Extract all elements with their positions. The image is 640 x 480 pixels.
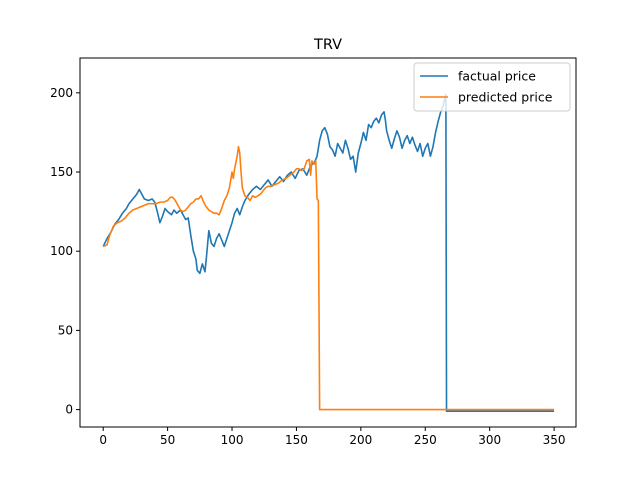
series-line-0 [102,93,555,412]
x-tick-label: 50 [160,433,175,447]
legend-box [413,62,571,112]
x-tick-label: 250 [414,433,437,447]
x-tick-label: 100 [221,433,244,447]
x-tick-label: 200 [349,433,372,447]
y-tick-label: 100 [50,244,73,258]
plot-frame [79,57,577,428]
series-lines [102,93,555,412]
legend-label-0: factual price [458,69,536,84]
x-tick-label: 150 [285,433,308,447]
y-tick-label: 150 [50,165,73,179]
x-tick-label: 350 [543,433,566,447]
x-tick-label: 300 [478,433,501,447]
y-tick-label: 50 [58,323,73,337]
chart-title: TRV [313,37,342,53]
series-line-1 [102,145,555,411]
y-tick-label: 200 [50,86,73,100]
legend: factual price predicted price [413,62,571,112]
y-axis: 0 50 100 150 200 [50,86,80,417]
x-axis: 0 50 100 150 200 250 300 350 [99,427,566,447]
x-tick-label: 0 [99,433,107,447]
legend-label-1: predicted price [458,90,553,105]
y-tick-label: 0 [65,403,73,417]
